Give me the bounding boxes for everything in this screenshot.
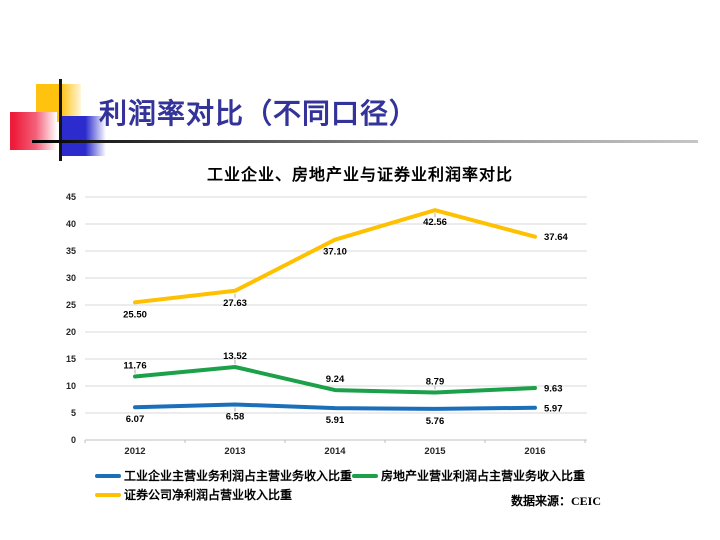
- legend-item-industrial: 工业企业主营业务利润占主营业务收入比重: [95, 467, 352, 484]
- data-label: 6.58: [226, 411, 245, 422]
- data-label: 25.50: [123, 309, 147, 320]
- series-line-1: [133, 364, 537, 395]
- legend-item-realestate: 房地产业营业利润占主营业务收入比重: [352, 467, 585, 484]
- y-axis-label: 20: [66, 327, 76, 337]
- legend-swatch-securities: [95, 492, 121, 497]
- x-axis-label: 2015: [424, 446, 446, 457]
- data-label: 11.76: [123, 360, 146, 371]
- legend-label-securities: 证券公司净利润占营业收入比重: [124, 488, 293, 502]
- title-underline-rule: [32, 140, 698, 143]
- x-axis-label: 2014: [324, 446, 346, 457]
- y-axis-label: 45: [66, 192, 76, 202]
- chart-legend: 工业企业主营业务利润占主营业务收入比重 房地产业营业利润占主营业务收入比重 证券…: [95, 466, 585, 504]
- x-axis-label: 2012: [124, 446, 145, 457]
- data-source-label: 数据来源：CEIC: [511, 494, 602, 508]
- data-label: 5.91: [326, 415, 345, 426]
- y-axis-label: 25: [66, 300, 76, 310]
- page-title: 利润率对比（不同口径）: [99, 99, 419, 130]
- data-label: 37.64: [544, 232, 568, 243]
- decoration-blue-square: [60, 116, 106, 156]
- data-label: 8.79: [426, 377, 445, 388]
- legend-swatch-industrial: [95, 473, 121, 478]
- data-label: 13.52: [223, 351, 247, 362]
- legend-swatch-realestate: [352, 473, 379, 478]
- data-label: 37.10: [323, 247, 347, 258]
- y-axis-label: 0: [71, 435, 76, 445]
- y-axis-label: 30: [66, 273, 76, 283]
- legend-row: 工业企业主营业务利润占主营业务收入比重 房地产业营业利润占主营业务收入比重: [95, 466, 585, 485]
- data-label: 5.97: [544, 403, 563, 414]
- legend-item-securities: 证券公司净利润占营业收入比重: [95, 486, 292, 503]
- chart-title: 工业企业、房地产业与证券业利润率对比: [206, 167, 513, 184]
- decoration-vertical-line: [59, 79, 62, 161]
- data-label: 9.24: [326, 374, 345, 385]
- y-axis-label: 35: [66, 246, 76, 256]
- legend-label-realestate: 房地产业营业利润占主营业务收入比重: [381, 469, 586, 483]
- y-axis-label: 10: [66, 381, 76, 391]
- data-label: 9.63: [544, 383, 563, 394]
- series-line-2: [133, 208, 537, 305]
- decoration-red-square: [10, 112, 57, 150]
- y-axis-label: 15: [66, 354, 76, 364]
- y-axis-label: 5: [71, 408, 76, 418]
- data-label: 5.76: [426, 416, 445, 427]
- data-label: 42.56: [423, 217, 447, 228]
- data-label: 6.07: [126, 414, 145, 425]
- legend-label-industrial: 工业企业主营业务利润占主营业务收入比重: [124, 469, 353, 483]
- legend-row: 证券公司净利润占营业收入比重: [95, 485, 585, 504]
- x-axis-label: 2016: [524, 446, 545, 457]
- data-label: 27.63: [223, 298, 247, 309]
- x-axis-label: 2013: [224, 446, 245, 457]
- series-line-0: [133, 402, 537, 411]
- y-axis-label: 40: [66, 219, 76, 229]
